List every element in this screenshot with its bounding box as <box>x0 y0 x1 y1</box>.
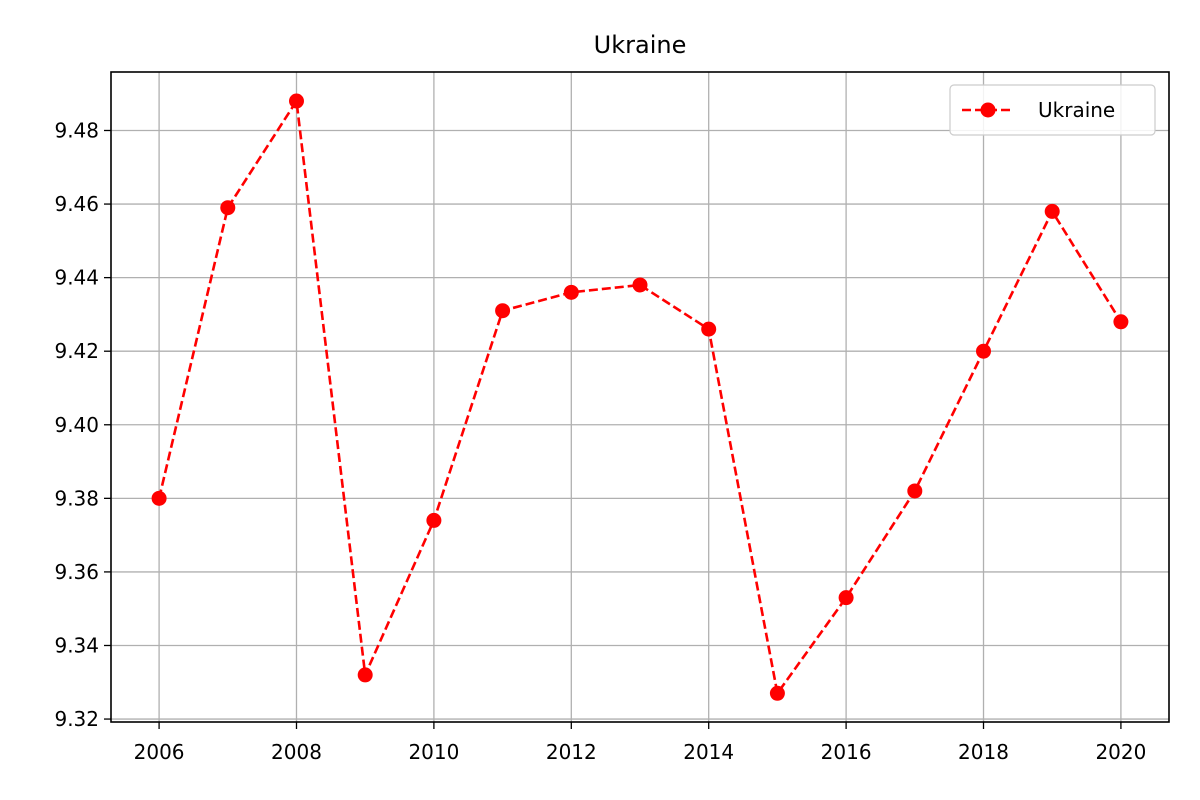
plot-frame <box>110 71 1170 723</box>
y-tick-label: 9.40 <box>54 413 99 437</box>
x-tick-label: 2012 <box>546 740 597 764</box>
series-line <box>157 97 1123 697</box>
data-point <box>1044 203 1060 219</box>
data-point <box>357 667 373 683</box>
series-layer <box>151 93 1129 701</box>
data-point <box>838 590 854 606</box>
legend-label: Ukraine <box>1038 98 1115 122</box>
grid <box>111 72 1169 722</box>
data-point <box>426 512 442 528</box>
x-tick-label: 2016 <box>821 740 872 764</box>
chart-title: Ukraine <box>594 31 687 59</box>
data-point <box>632 277 648 293</box>
x-tick-label: 2018 <box>958 740 1009 764</box>
legend: Ukraine <box>949 84 1156 136</box>
data-point <box>220 200 236 216</box>
data-point <box>288 93 304 109</box>
data-point <box>976 343 992 359</box>
x-tick-label: 2010 <box>408 740 459 764</box>
data-point <box>151 490 167 506</box>
x-tick-label: 2020 <box>1095 740 1146 764</box>
legend-box <box>949 84 1156 136</box>
y-tick-label: 9.36 <box>54 560 99 584</box>
data-point <box>495 303 511 319</box>
y-tick-label: 9.34 <box>54 633 99 657</box>
y-tick-label: 9.44 <box>54 266 99 290</box>
y-tick-label: 9.42 <box>54 339 99 363</box>
y-tick-label: 9.46 <box>54 192 99 216</box>
y-tick-label: 9.48 <box>54 118 99 142</box>
x-tick-label: 2014 <box>683 740 734 764</box>
data-point <box>563 284 579 300</box>
data-point <box>907 483 923 499</box>
data-point <box>769 685 785 701</box>
y-axis: 9.32 9.34 9.36 9.38 9.40 9.42 9.44 9.46 9.48 <box>54 118 111 731</box>
y-tick-label: 9.32 <box>54 707 99 731</box>
y-tick-label: 9.38 <box>54 486 99 510</box>
x-tick-label: 2008 <box>271 740 322 764</box>
data-point <box>1113 314 1129 330</box>
legend-marker <box>980 102 996 118</box>
x-axis: 2006 2008 2010 2012 2014 2016 2018 2020 <box>134 722 1146 764</box>
data-point <box>701 321 717 337</box>
x-tick-label: 2006 <box>134 740 185 764</box>
